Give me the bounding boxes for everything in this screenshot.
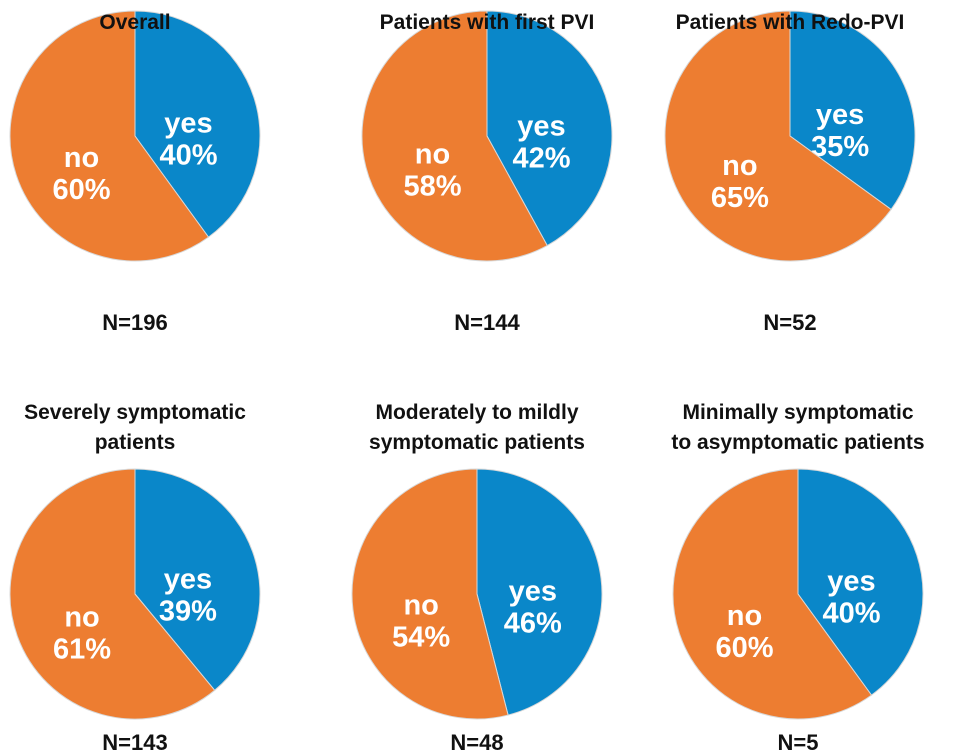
slice-label: 65% xyxy=(711,182,769,214)
slice-label: 40% xyxy=(159,139,217,171)
chart-title: Minimally symptomatic to asymptomatic pa… xyxy=(671,401,925,454)
pie-slice xyxy=(351,468,509,720)
slice-label: 58% xyxy=(403,171,461,203)
sample-size: N=48 xyxy=(450,730,504,754)
chart-title: Patients with Redo-PVI xyxy=(675,11,905,34)
pie-slice xyxy=(486,10,613,247)
pie-slice xyxy=(9,10,210,262)
pie-slice xyxy=(134,468,261,692)
slice-category: yes xyxy=(816,99,864,131)
slice-category: no xyxy=(64,602,99,634)
chart-title: Patients with first PVI xyxy=(379,11,595,34)
chart-title: Moderately to mildly symptomatic patient… xyxy=(369,401,585,454)
slice-category: yes xyxy=(827,565,875,597)
slice-category: no xyxy=(415,139,450,171)
pie-slice xyxy=(672,468,873,720)
slice-category: no xyxy=(64,142,99,174)
slice-label: 39% xyxy=(159,596,217,628)
chart-title: Overall xyxy=(99,11,171,34)
pie-slice xyxy=(134,10,261,238)
sample-size: N=5 xyxy=(777,730,819,754)
slice-category: no xyxy=(727,600,762,632)
slice-category: yes xyxy=(509,576,557,608)
pie-slice xyxy=(361,10,548,262)
sample-size: N=196 xyxy=(102,310,168,335)
slice-label: 60% xyxy=(52,174,110,206)
sample-size: N=144 xyxy=(454,310,520,335)
slice-label: 40% xyxy=(822,597,880,629)
slice-category: yes xyxy=(164,107,212,139)
slice-label: 60% xyxy=(715,632,773,664)
slice-label: 42% xyxy=(512,143,570,175)
slice-label: 46% xyxy=(504,608,562,640)
sample-size: N=52 xyxy=(763,310,817,335)
pie-slice xyxy=(664,10,892,262)
slice-category: no xyxy=(403,590,438,622)
chart-title: Severely symptomatic patients xyxy=(24,401,246,454)
slice-category: yes xyxy=(164,564,212,596)
slice-label: 61% xyxy=(53,634,111,666)
pie-slice xyxy=(9,468,216,720)
slice-category: yes xyxy=(517,111,565,143)
pie-slice xyxy=(797,468,924,696)
slice-category: no xyxy=(722,150,757,182)
pie-slice xyxy=(789,10,916,211)
sample-size: N=143 xyxy=(102,730,168,754)
pie-slice xyxy=(476,468,603,716)
slice-label: 54% xyxy=(392,622,450,654)
